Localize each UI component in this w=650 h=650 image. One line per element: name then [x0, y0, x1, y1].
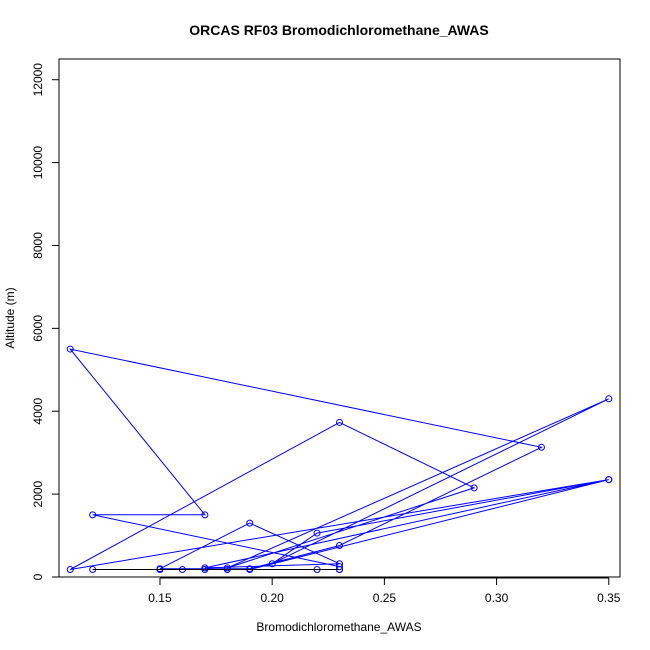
data-point — [313, 529, 321, 537]
y-tick-label: 12000 — [31, 63, 45, 97]
x-axis: 0.15 0.20 0.25 0.30 0.35 — [148, 577, 621, 605]
data-point — [223, 564, 231, 572]
data-point — [246, 565, 254, 573]
data-point — [89, 511, 97, 519]
y-tick-label: 8000 — [31, 232, 45, 259]
x-tick-label: 0.35 — [597, 591, 621, 605]
data-point — [66, 345, 74, 353]
plot-area-frame — [58, 58, 621, 578]
data-point — [336, 418, 343, 426]
data-point — [201, 564, 209, 572]
data-point — [605, 395, 613, 403]
x-tick-label: 0.15 — [148, 591, 172, 605]
data-point — [66, 566, 74, 574]
data-point — [201, 511, 209, 519]
series-line — [68, 348, 610, 570]
y-tick-label: 0 — [31, 573, 45, 580]
data-point — [470, 484, 478, 492]
y-tick-label: 6000 — [31, 315, 45, 342]
x-tick-label: 0.25 — [373, 591, 397, 605]
data-point — [605, 476, 613, 484]
chart-title: ORCAS RF03 Bromodichloromethane_AWAS — [189, 22, 489, 38]
x-axis-label: Bromodichloromethane_AWAS — [256, 620, 421, 634]
x-tick-label: 0.20 — [261, 591, 285, 605]
y-axis-label: Altitude (m) — [3, 287, 17, 348]
data-series — [66, 345, 613, 574]
data-point — [246, 519, 254, 527]
y-tick-label: 4000 — [31, 398, 45, 425]
data-point — [156, 565, 164, 573]
x-tick-label: 0.30 — [485, 591, 509, 605]
data-point — [336, 542, 343, 550]
data-point — [537, 443, 545, 451]
y-tick-label: 10000 — [31, 146, 45, 180]
data-point — [268, 560, 276, 568]
y-tick-label: 2000 — [31, 480, 45, 507]
y-axis: 0 2000 4000 6000 8000 10000 12000 — [31, 63, 60, 580]
data-point — [336, 560, 343, 568]
